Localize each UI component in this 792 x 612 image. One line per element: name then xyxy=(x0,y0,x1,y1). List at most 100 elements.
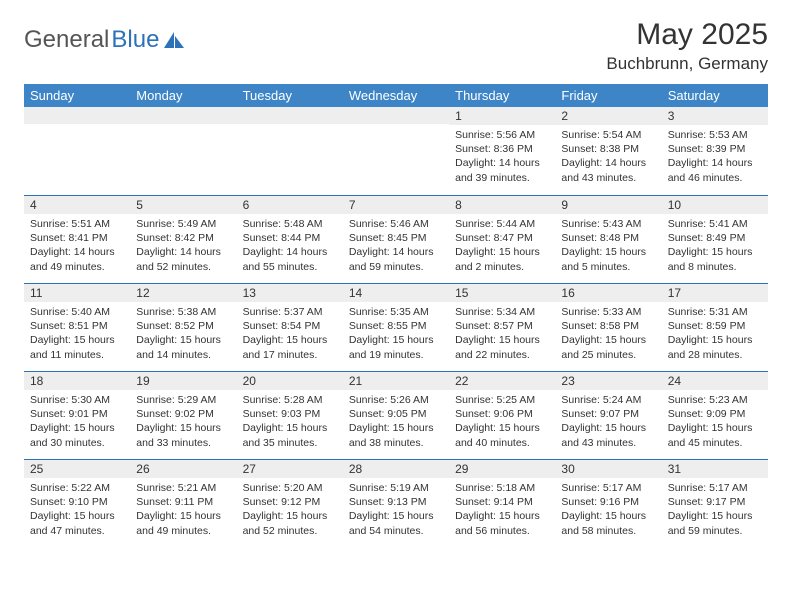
daylight-line: Daylight: 15 hours and 8 minutes. xyxy=(668,245,762,273)
day-number: 27 xyxy=(237,459,343,478)
sunrise-line: Sunrise: 5:33 AM xyxy=(561,305,655,319)
calendar-cell: 31Sunrise: 5:17 AMSunset: 9:17 PMDayligh… xyxy=(662,459,768,547)
day-details: Sunrise: 5:56 AMSunset: 8:36 PMDaylight:… xyxy=(449,125,555,191)
daylight-line: Daylight: 15 hours and 17 minutes. xyxy=(243,333,337,361)
sunrise-line: Sunrise: 5:21 AM xyxy=(136,481,230,495)
calendar-cell: 19Sunrise: 5:29 AMSunset: 9:02 PMDayligh… xyxy=(130,371,236,459)
location: Buchbrunn, Germany xyxy=(606,54,768,74)
calendar-cell: 6Sunrise: 5:48 AMSunset: 8:44 PMDaylight… xyxy=(237,195,343,283)
day-number-band xyxy=(343,107,449,124)
sunrise-line: Sunrise: 5:40 AM xyxy=(30,305,124,319)
sunrise-line: Sunrise: 5:17 AM xyxy=(668,481,762,495)
day-number: 7 xyxy=(343,195,449,214)
sunset-line: Sunset: 8:45 PM xyxy=(349,231,443,245)
sunset-line: Sunset: 8:49 PM xyxy=(668,231,762,245)
sunset-line: Sunset: 9:01 PM xyxy=(30,407,124,421)
weekday-header: Thursday xyxy=(449,84,555,107)
sunrise-line: Sunrise: 5:26 AM xyxy=(349,393,443,407)
calendar-cell: 27Sunrise: 5:20 AMSunset: 9:12 PMDayligh… xyxy=(237,459,343,547)
sunset-line: Sunset: 9:03 PM xyxy=(243,407,337,421)
sunrise-line: Sunrise: 5:24 AM xyxy=(561,393,655,407)
sunset-line: Sunset: 9:17 PM xyxy=(668,495,762,509)
daylight-line: Daylight: 14 hours and 52 minutes. xyxy=(136,245,230,273)
calendar-cell: 30Sunrise: 5:17 AMSunset: 9:16 PMDayligh… xyxy=(555,459,661,547)
sunrise-line: Sunrise: 5:54 AM xyxy=(561,128,655,142)
day-number-band xyxy=(130,107,236,124)
day-details: Sunrise: 5:29 AMSunset: 9:02 PMDaylight:… xyxy=(130,390,236,456)
day-details: Sunrise: 5:34 AMSunset: 8:57 PMDaylight:… xyxy=(449,302,555,368)
daylight-line: Daylight: 15 hours and 59 minutes. xyxy=(668,509,762,537)
sunrise-line: Sunrise: 5:30 AM xyxy=(30,393,124,407)
daylight-line: Daylight: 15 hours and 14 minutes. xyxy=(136,333,230,361)
day-number-band xyxy=(24,107,130,124)
calendar-cell xyxy=(130,107,236,195)
day-number: 1 xyxy=(449,107,555,125)
daylight-line: Daylight: 15 hours and 45 minutes. xyxy=(668,421,762,449)
daylight-line: Daylight: 15 hours and 49 minutes. xyxy=(136,509,230,537)
sunset-line: Sunset: 9:11 PM xyxy=(136,495,230,509)
day-details: Sunrise: 5:37 AMSunset: 8:54 PMDaylight:… xyxy=(237,302,343,368)
sunset-line: Sunset: 9:05 PM xyxy=(349,407,443,421)
sunset-line: Sunset: 9:14 PM xyxy=(455,495,549,509)
day-number: 28 xyxy=(343,459,449,478)
sunrise-line: Sunrise: 5:29 AM xyxy=(136,393,230,407)
calendar-cell: 13Sunrise: 5:37 AMSunset: 8:54 PMDayligh… xyxy=(237,283,343,371)
daylight-line: Daylight: 15 hours and 22 minutes. xyxy=(455,333,549,361)
calendar-cell: 12Sunrise: 5:38 AMSunset: 8:52 PMDayligh… xyxy=(130,283,236,371)
calendar-cell: 29Sunrise: 5:18 AMSunset: 9:14 PMDayligh… xyxy=(449,459,555,547)
day-number: 16 xyxy=(555,283,661,302)
calendar-cell: 25Sunrise: 5:22 AMSunset: 9:10 PMDayligh… xyxy=(24,459,130,547)
day-number: 17 xyxy=(662,283,768,302)
calendar-cell: 2Sunrise: 5:54 AMSunset: 8:38 PMDaylight… xyxy=(555,107,661,195)
calendar-cell: 5Sunrise: 5:49 AMSunset: 8:42 PMDaylight… xyxy=(130,195,236,283)
day-number: 14 xyxy=(343,283,449,302)
day-number: 23 xyxy=(555,371,661,390)
sunset-line: Sunset: 8:58 PM xyxy=(561,319,655,333)
weekday-header: Friday xyxy=(555,84,661,107)
weekday-header: Saturday xyxy=(662,84,768,107)
sunset-line: Sunset: 9:16 PM xyxy=(561,495,655,509)
day-number: 8 xyxy=(449,195,555,214)
calendar: Sunday Monday Tuesday Wednesday Thursday… xyxy=(24,84,768,547)
day-details: Sunrise: 5:18 AMSunset: 9:14 PMDaylight:… xyxy=(449,478,555,544)
day-details: Sunrise: 5:21 AMSunset: 9:11 PMDaylight:… xyxy=(130,478,236,544)
logo: GeneralBlue xyxy=(24,18,185,54)
day-details: Sunrise: 5:33 AMSunset: 8:58 PMDaylight:… xyxy=(555,302,661,368)
day-number: 19 xyxy=(130,371,236,390)
calendar-cell: 3Sunrise: 5:53 AMSunset: 8:39 PMDaylight… xyxy=(662,107,768,195)
day-number: 6 xyxy=(237,195,343,214)
calendar-cell: 9Sunrise: 5:43 AMSunset: 8:48 PMDaylight… xyxy=(555,195,661,283)
sunrise-line: Sunrise: 5:48 AM xyxy=(243,217,337,231)
daylight-line: Daylight: 15 hours and 19 minutes. xyxy=(349,333,443,361)
day-details: Sunrise: 5:43 AMSunset: 8:48 PMDaylight:… xyxy=(555,214,661,280)
day-details: Sunrise: 5:25 AMSunset: 9:06 PMDaylight:… xyxy=(449,390,555,456)
day-details: Sunrise: 5:54 AMSunset: 8:38 PMDaylight:… xyxy=(555,125,661,191)
day-details: Sunrise: 5:51 AMSunset: 8:41 PMDaylight:… xyxy=(24,214,130,280)
calendar-cell: 8Sunrise: 5:44 AMSunset: 8:47 PMDaylight… xyxy=(449,195,555,283)
daylight-line: Daylight: 14 hours and 39 minutes. xyxy=(455,156,549,184)
daylight-line: Daylight: 14 hours and 49 minutes. xyxy=(30,245,124,273)
day-details: Sunrise: 5:17 AMSunset: 9:17 PMDaylight:… xyxy=(662,478,768,544)
sunrise-line: Sunrise: 5:19 AM xyxy=(349,481,443,495)
sunset-line: Sunset: 8:36 PM xyxy=(455,142,549,156)
day-details: Sunrise: 5:19 AMSunset: 9:13 PMDaylight:… xyxy=(343,478,449,544)
day-details: Sunrise: 5:20 AMSunset: 9:12 PMDaylight:… xyxy=(237,478,343,544)
day-number: 29 xyxy=(449,459,555,478)
day-details: Sunrise: 5:24 AMSunset: 9:07 PMDaylight:… xyxy=(555,390,661,456)
sunrise-line: Sunrise: 5:22 AM xyxy=(30,481,124,495)
day-details: Sunrise: 5:31 AMSunset: 8:59 PMDaylight:… xyxy=(662,302,768,368)
sunrise-line: Sunrise: 5:46 AM xyxy=(349,217,443,231)
sunset-line: Sunset: 8:44 PM xyxy=(243,231,337,245)
calendar-cell: 26Sunrise: 5:21 AMSunset: 9:11 PMDayligh… xyxy=(130,459,236,547)
daylight-line: Daylight: 15 hours and 43 minutes. xyxy=(561,421,655,449)
sunset-line: Sunset: 8:52 PM xyxy=(136,319,230,333)
calendar-cell: 11Sunrise: 5:40 AMSunset: 8:51 PMDayligh… xyxy=(24,283,130,371)
day-details: Sunrise: 5:30 AMSunset: 9:01 PMDaylight:… xyxy=(24,390,130,456)
daylight-line: Daylight: 15 hours and 56 minutes. xyxy=(455,509,549,537)
sunrise-line: Sunrise: 5:20 AM xyxy=(243,481,337,495)
daylight-line: Daylight: 15 hours and 5 minutes. xyxy=(561,245,655,273)
daylight-line: Daylight: 15 hours and 40 minutes. xyxy=(455,421,549,449)
calendar-cell xyxy=(237,107,343,195)
calendar-cell: 4Sunrise: 5:51 AMSunset: 8:41 PMDaylight… xyxy=(24,195,130,283)
sunset-line: Sunset: 8:55 PM xyxy=(349,319,443,333)
